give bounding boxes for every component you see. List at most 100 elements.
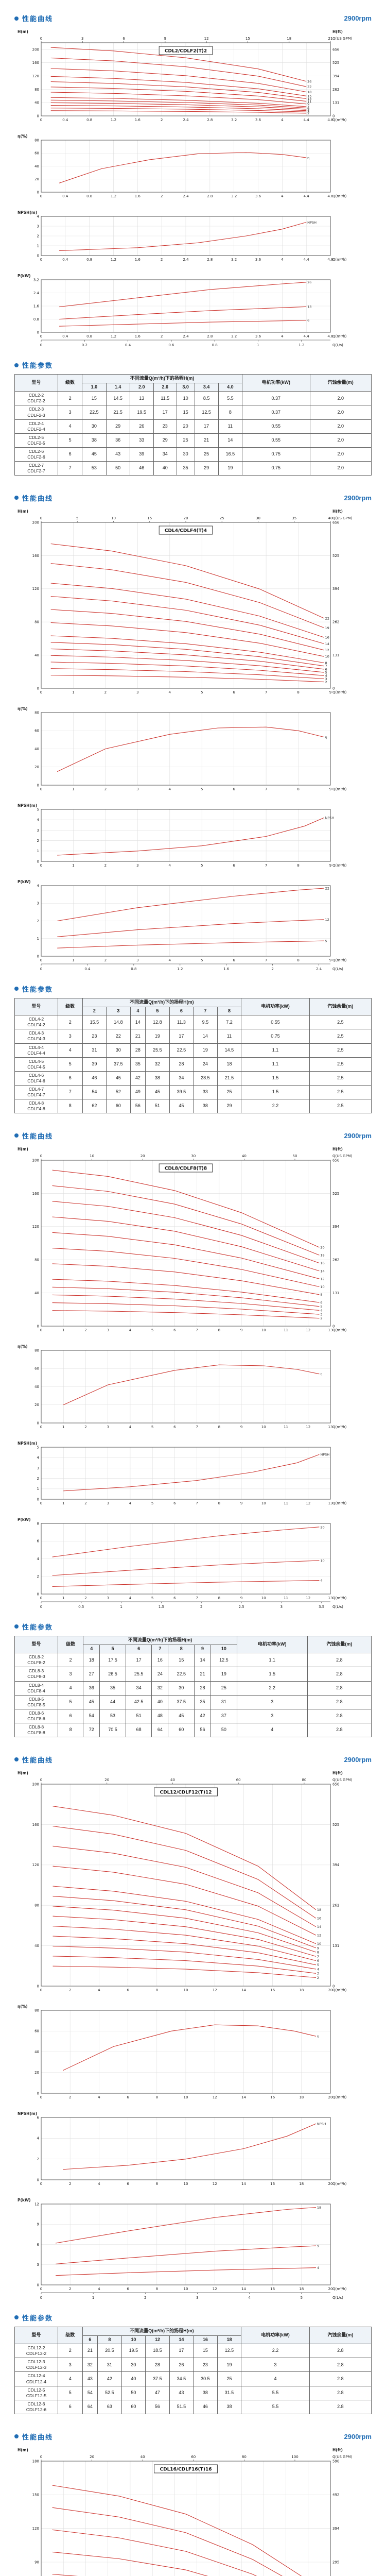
svg-text:9: 9 <box>317 2244 319 2248</box>
svg-text:3.2: 3.2 <box>231 258 237 262</box>
svg-text:6: 6 <box>37 2243 40 2247</box>
svg-text:H(m): H(m) <box>17 1771 28 1775</box>
value-cell: 42.5 <box>125 1694 152 1709</box>
value-cell: 42 <box>130 1071 146 1086</box>
column-header: 级数 <box>57 1635 84 1654</box>
value-cell: 60 <box>106 1098 131 1113</box>
svg-text:2: 2 <box>37 839 39 843</box>
value-cell: 2.5 <box>309 1015 372 1030</box>
value-cell: 52 <box>106 1084 131 1099</box>
svg-text:η(%): η(%) <box>17 134 28 139</box>
hq-chart: 0 1 2 3 4 5 6 7 8 9 10 11 12 13 0 0 40 131 80 262 120 394 160 5… <box>15 1145 372 1341</box>
svg-text:0: 0 <box>37 2091 39 2095</box>
column-header: 型号 <box>14 374 58 392</box>
svg-text:η: η <box>307 156 309 160</box>
svg-text:11: 11 <box>284 1328 288 1332</box>
value-cell: 48 <box>151 1708 169 1723</box>
svg-text:2.8: 2.8 <box>207 258 213 262</box>
svg-text:21: 21 <box>328 37 333 41</box>
value-cell: 46 <box>82 1071 107 1086</box>
value-cell: 42 <box>97 2371 122 2386</box>
svg-text:0: 0 <box>40 343 42 347</box>
svg-text:2: 2 <box>104 958 107 962</box>
svg-text:2.8: 2.8 <box>207 118 213 122</box>
svg-text:20: 20 <box>141 1154 145 1158</box>
svg-text:6: 6 <box>37 1539 40 1544</box>
svg-text:10: 10 <box>90 1154 94 1158</box>
svg-text:3: 3 <box>37 828 39 833</box>
pump-section-cdl8: 性能曲线 2900rpm 0 1 2 3 4 5 6 7 8 9 10 11 12 13 0 0 40 131 80… <box>14 1131 372 1737</box>
param-title: 性能参数 <box>22 2314 54 2322</box>
svg-text:0: 0 <box>40 516 42 520</box>
value-cell: 50 <box>210 1722 237 1737</box>
svg-text:13: 13 <box>328 1501 333 1505</box>
svg-text:26: 26 <box>307 280 311 284</box>
column-header: 不同流量Q(m³/h)下的扬程H(m) <box>83 1635 237 1645</box>
value-cell: 56 <box>194 1722 212 1737</box>
svg-text:12: 12 <box>213 2095 217 2099</box>
svg-text:η(%): η(%) <box>17 1344 28 1349</box>
svg-text:9: 9 <box>329 958 331 962</box>
table-row: CDL4-3 CDLF4-3 3 23 22 21 19 17 14 11 0.75 2.5 <box>14 1029 372 1044</box>
column-header: 电机功率(kW) <box>236 1635 308 1654</box>
value-cell: 3 <box>57 405 83 420</box>
svg-text:7: 7 <box>265 863 267 868</box>
svg-text:6: 6 <box>173 1596 176 1600</box>
svg-text:10: 10 <box>317 1942 321 1946</box>
svg-text:120: 120 <box>32 1863 39 1867</box>
power-chart: 0 1 2 3 4 5 6 7 8 9 0 1 2 3 4 22 12 5 P(kW) Q(m³/h) 0 0.4 0.8 1… <box>15 877 372 978</box>
table-row: CDL4-4 CDLF4-4 4 31 30 28 25.5 22.5 19 14.5 1.1 2.5 <box>14 1043 372 1058</box>
curve-title: 性能曲线 <box>22 15 54 23</box>
svg-text:2: 2 <box>161 118 163 122</box>
npsh-chart-svg: 0 0.4 0.8 1.2 1.6 2 2.4 2.8 3.2 3.6 4 4.4 4.801234NP… <box>17 210 347 262</box>
svg-text:0: 0 <box>40 958 42 962</box>
svg-text:11: 11 <box>284 1596 288 1600</box>
svg-text:40: 40 <box>34 101 39 105</box>
svg-text:0.8: 0.8 <box>212 343 218 347</box>
efficiency-chart: 0 0.4 0.8 1.2 1.6 2 2.4 2.8 3.2 3.6 4 4.4 4.8 0 20 40 60… <box>15 132 372 207</box>
value-cell: 19 <box>145 1029 170 1044</box>
svg-text:20: 20 <box>34 1403 39 1407</box>
svg-text:4: 4 <box>281 194 284 198</box>
value-cell: 60 <box>121 2399 146 2414</box>
svg-text:9: 9 <box>240 1328 242 1332</box>
model-cell: CDL2-5 CDLF2-5 <box>14 433 58 448</box>
value-cell: 2.2 <box>241 2344 310 2359</box>
value-cell: 21.5 <box>217 1071 242 1086</box>
value-cell: 2.0 <box>309 391 372 406</box>
table-row: CDL8-5 CDLF8-5 5 45 44 42.5 40 37.5 35 31 3 2.8 <box>14 1694 372 1709</box>
svg-text:0.4: 0.4 <box>84 967 91 971</box>
svg-text:2: 2 <box>69 2287 71 2291</box>
svg-text:1: 1 <box>72 863 74 868</box>
svg-text:6: 6 <box>307 106 309 110</box>
svg-text:0: 0 <box>37 253 39 258</box>
svg-text:15: 15 <box>245 37 250 41</box>
svg-text:1: 1 <box>72 787 74 791</box>
value-cell: 14 <box>193 1029 218 1044</box>
pump-section-cdl4: 性能曲线 2900rpm 0 1 2 3 4 5 6 7 8 9 0 0 40 131 80 262 120 39… <box>14 493 372 1113</box>
value-cell: 0.75 <box>241 461 310 476</box>
svg-text:3: 3 <box>107 1328 109 1332</box>
svg-text:16: 16 <box>317 1917 321 1921</box>
value-cell: 5.5 <box>241 2385 310 2400</box>
svg-text:CDL8/CDLF8(T)8: CDL8/CDLF8(T)8 <box>165 1166 207 1171</box>
value-cell: 3 <box>241 2358 310 2372</box>
svg-text:20: 20 <box>34 2071 39 2075</box>
table-row: CDL12-6 CDLF12-6 6 64 63 60 56 51.5 46 38 5.5 2.8 <box>14 2399 372 2414</box>
svg-text:5: 5 <box>325 670 327 674</box>
svg-text:NPSH(m): NPSH(m) <box>17 803 37 808</box>
column-header: 级数 <box>58 997 83 1016</box>
svg-text:160: 160 <box>32 554 39 558</box>
svg-text:394: 394 <box>332 1225 340 1229</box>
svg-text:18: 18 <box>317 1908 321 1912</box>
svg-text:20: 20 <box>328 2287 333 2291</box>
svg-text:2: 2 <box>104 690 107 694</box>
svg-text:525: 525 <box>332 1192 339 1196</box>
svg-text:H(ft): H(ft) <box>332 1147 343 1151</box>
rpm-label: 2900rpm <box>344 14 372 22</box>
svg-text:2: 2 <box>320 1316 322 1320</box>
svg-text:NPSH: NPSH <box>307 221 317 225</box>
svg-text:2: 2 <box>37 2157 39 2161</box>
svg-text:0: 0 <box>37 1984 39 1988</box>
svg-text:12: 12 <box>34 2202 39 2206</box>
